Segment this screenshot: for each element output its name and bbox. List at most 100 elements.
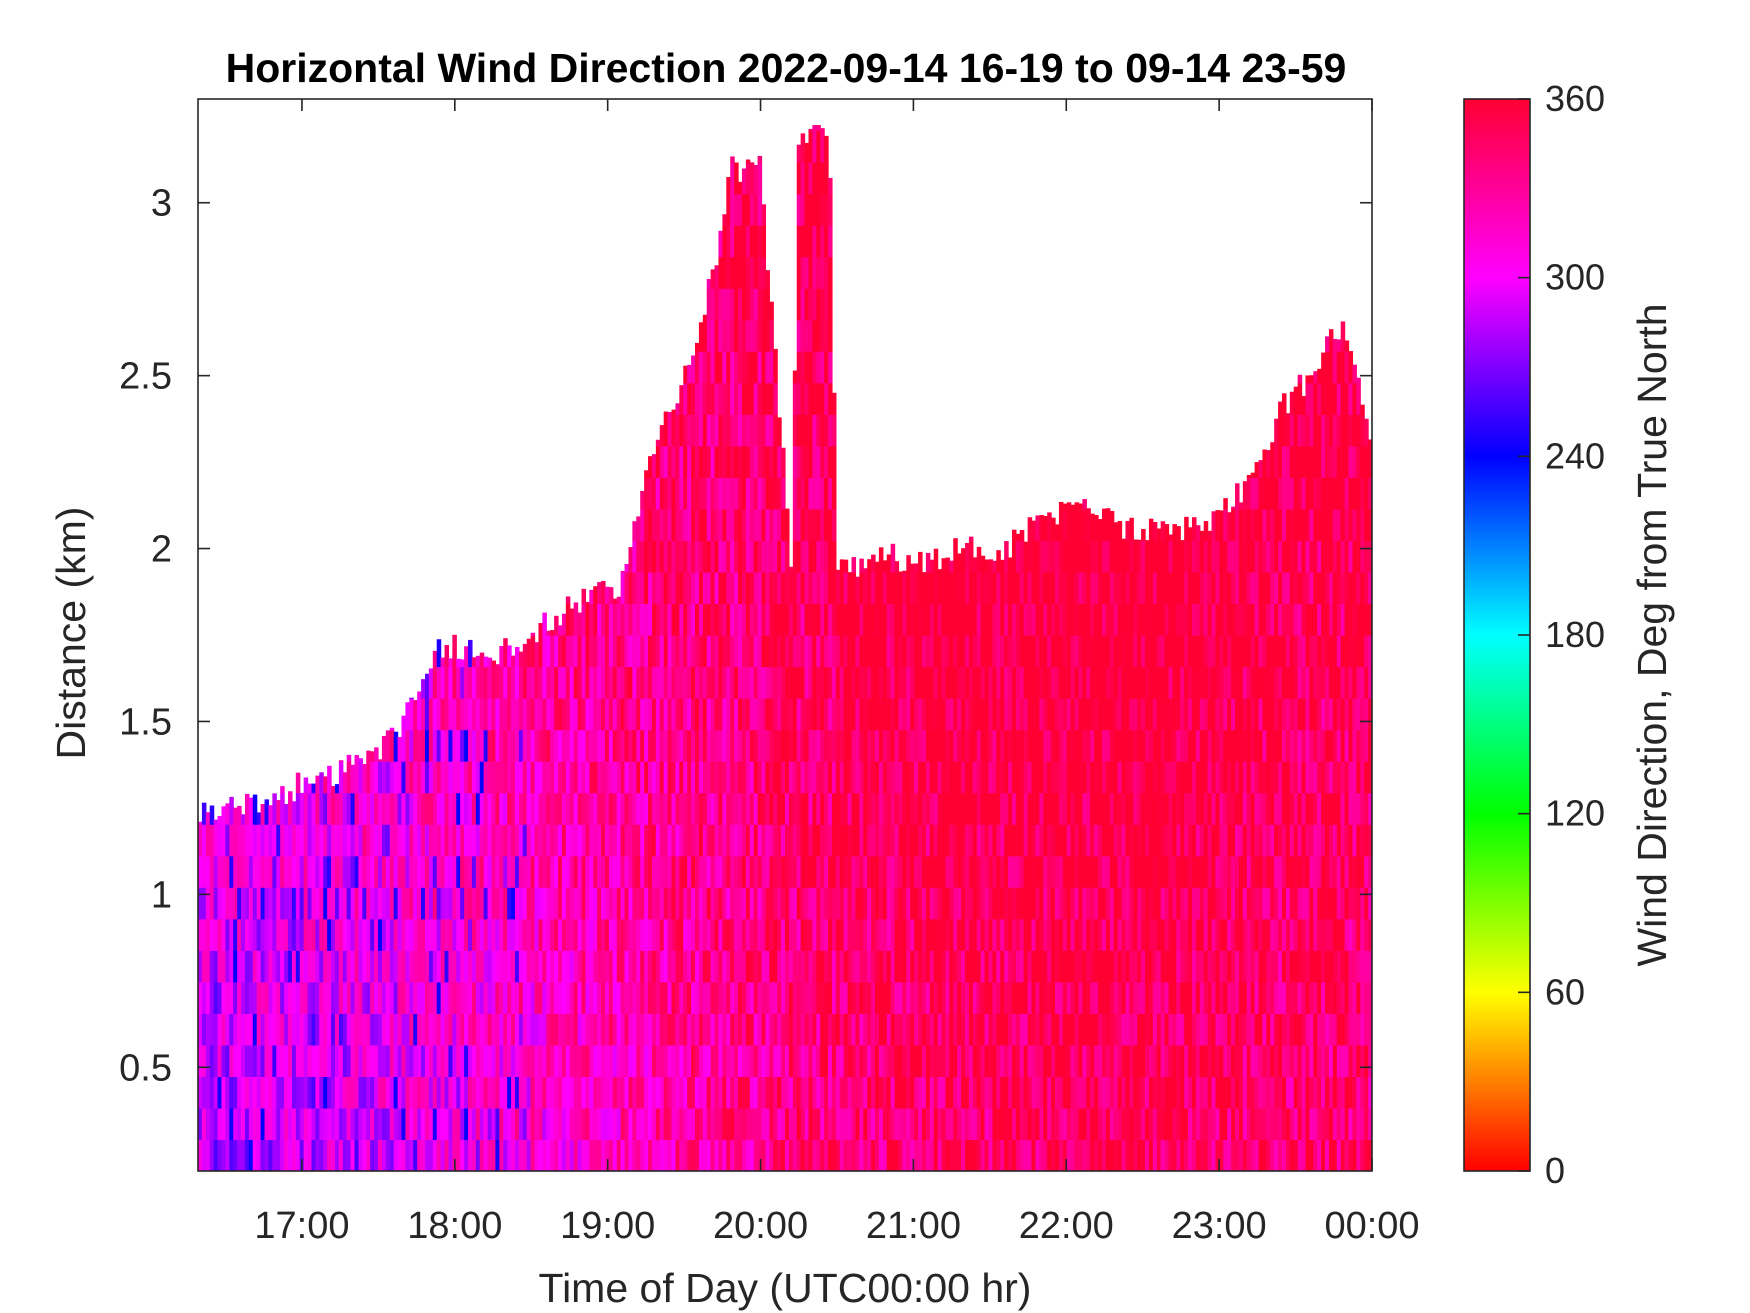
- heatmap-cell: [385, 918, 391, 951]
- heatmap-cell: [714, 761, 720, 794]
- heatmap-cell: [1160, 540, 1166, 573]
- heatmap-cell: [1137, 950, 1142, 983]
- heatmap-cell: [961, 918, 966, 951]
- heatmap-cell: [1137, 571, 1142, 605]
- heatmap-cell: [714, 477, 720, 510]
- heatmap-cell: [327, 792, 332, 825]
- heatmap-cell: [683, 950, 688, 983]
- heatmap-cell: [1090, 1013, 1095, 1046]
- heatmap-cell: [468, 698, 473, 731]
- heatmap-cell: [1000, 950, 1005, 983]
- heatmap-cell: [201, 887, 207, 920]
- heatmap-cell: [749, 887, 755, 920]
- heatmap-cell: [1066, 887, 1072, 920]
- heatmap-cell: [867, 1139, 872, 1171]
- heatmap-cell: [1035, 792, 1040, 825]
- heatmap-cell: [1039, 540, 1044, 573]
- heatmap-cell: [980, 1044, 986, 1078]
- heatmap-cell: [378, 855, 383, 888]
- heatmap-cell: [1164, 729, 1170, 762]
- heatmap-cell: [252, 824, 258, 857]
- heatmap-cell: [1086, 792, 1091, 825]
- heatmap-cell: [710, 1139, 716, 1171]
- heatmap-cell: [773, 824, 778, 857]
- heatmap-cell: [1062, 603, 1068, 636]
- heatmap-cell: [965, 666, 970, 699]
- heatmap-cell: [276, 1013, 281, 1046]
- heatmap-cell: [1078, 666, 1084, 699]
- heatmap-cell: [1125, 698, 1130, 731]
- heatmap-cell: [1137, 855, 1142, 888]
- heatmap-cell: [1156, 603, 1162, 636]
- heatmap-cell: [597, 1013, 602, 1046]
- heatmap-cell: [659, 855, 665, 888]
- heatmap-cell: [565, 635, 571, 668]
- heatmap-cell: [640, 508, 645, 542]
- heatmap-cell: [663, 1044, 669, 1078]
- heatmap-cell: [953, 1076, 958, 1109]
- heatmap-cell: [1039, 571, 1044, 605]
- heatmap-cell: [785, 855, 790, 888]
- heatmap-cell: [777, 417, 782, 447]
- heatmap-cell: [542, 1139, 547, 1171]
- heatmap-cell: [937, 855, 943, 888]
- heatmap-cell: [792, 981, 798, 1014]
- heatmap-cell: [812, 761, 817, 794]
- heatmap-cell: [726, 635, 731, 668]
- heatmap-cell: [777, 761, 782, 794]
- heatmap-cell: [452, 698, 457, 731]
- heatmap-cell: [291, 950, 297, 983]
- heatmap-cell: [1062, 540, 1068, 573]
- heatmap-cell: [651, 981, 657, 1014]
- heatmap-cell: [1086, 824, 1091, 857]
- heatmap-cell: [632, 792, 637, 825]
- heatmap-cell: [714, 855, 720, 888]
- heatmap-cell: [1039, 698, 1044, 731]
- heatmap-cell: [1023, 918, 1029, 951]
- heatmap-cell: [241, 824, 246, 857]
- heatmap-cell: [241, 950, 246, 983]
- heatmap-cell: [808, 1076, 813, 1109]
- heatmap-cell: [918, 887, 923, 920]
- heatmap-cell: [882, 698, 888, 731]
- heatmap-cell: [1160, 824, 1166, 857]
- heatmap-cell: [961, 981, 966, 1014]
- heatmap-cell: [691, 571, 696, 605]
- heatmap-cell: [812, 698, 817, 731]
- heatmap-cell: [491, 660, 497, 668]
- heatmap-cell: [620, 603, 626, 636]
- heatmap-cell: [424, 1107, 430, 1141]
- heatmap-cell: [996, 1107, 1001, 1141]
- heatmap-cell: [788, 566, 794, 573]
- heatmap-cell: [538, 824, 543, 857]
- heatmap-cell: [702, 540, 708, 573]
- heatmap-cell: [546, 635, 551, 668]
- heatmap-cell: [1105, 950, 1111, 983]
- heatmap-cell: [859, 1107, 864, 1141]
- heatmap-cell: [867, 698, 872, 731]
- heatmap-cell: [534, 792, 540, 825]
- heatmap-cell: [765, 666, 770, 699]
- heatmap-cell: [679, 1107, 684, 1141]
- heatmap-cell: [1105, 571, 1111, 605]
- heatmap-cell: [961, 666, 966, 699]
- heatmap-cell: [1082, 729, 1087, 762]
- heatmap-cell: [1101, 792, 1107, 825]
- heatmap-cell: [835, 1013, 841, 1046]
- heatmap-cell: [722, 1013, 727, 1046]
- heatmap-cell: [280, 824, 285, 857]
- heatmap-cell: [683, 365, 688, 384]
- heatmap-cell: [503, 887, 508, 920]
- heatmap-cell: [1101, 887, 1107, 920]
- heatmap-cell: [781, 1107, 786, 1141]
- heatmap-cell: [726, 193, 731, 226]
- heatmap-cell: [925, 666, 931, 699]
- heatmap-cell: [706, 855, 712, 888]
- heatmap-cell: [675, 1044, 680, 1078]
- heatmap-cell: [593, 698, 598, 731]
- heatmap-cell: [800, 1076, 806, 1109]
- heatmap-cell: [428, 698, 434, 731]
- heatmap-cell: [1101, 1107, 1107, 1141]
- heatmap-cell: [800, 792, 806, 825]
- heatmap-cell: [855, 792, 860, 825]
